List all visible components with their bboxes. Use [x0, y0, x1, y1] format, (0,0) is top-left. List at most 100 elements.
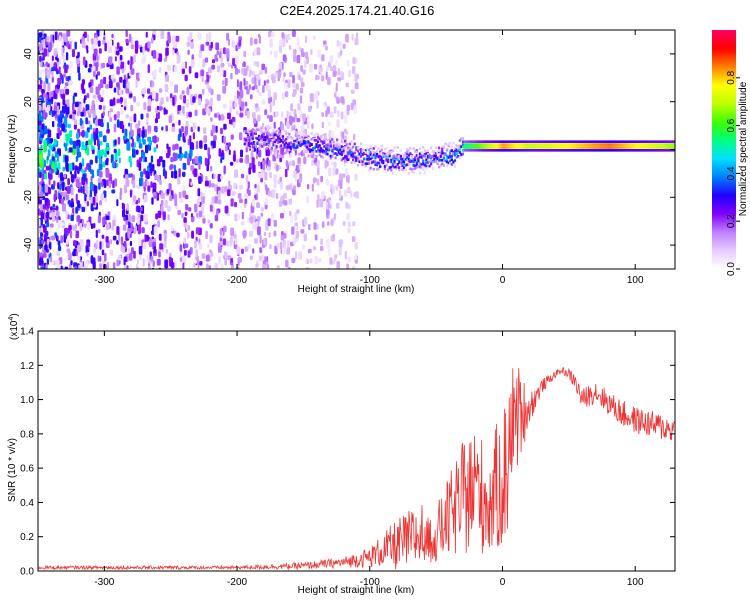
spectrogram-ridge-cell: [504, 143, 508, 146]
spectrogram-cell: [243, 230, 246, 239]
spectrogram-ridge-cell: [307, 135, 310, 138]
spectrogram-ridge-cell: [418, 155, 422, 159]
spectrogram-cell: [86, 201, 89, 207]
spectrogram-cell: [224, 205, 229, 214]
spectrogram-ridge-cell: [355, 148, 358, 151]
spectrogram-ridge-cell: [646, 140, 649, 143]
spectrogram-ridge-cell: [589, 143, 592, 146]
spectrogram-ridge-cell: [452, 141, 455, 145]
spectrogram-ridge-cell: [656, 143, 659, 146]
spectrogram-cell: [93, 185, 98, 194]
spectrogram-ridge-cell: [356, 163, 359, 167]
spectrogram-cell: [167, 35, 171, 44]
spectrogram-ridge-cell: [345, 146, 348, 150]
spectrogram-cell: [223, 165, 226, 174]
spectrogram-ridge-cell: [455, 150, 458, 153]
spectrogram-cell: [342, 221, 346, 226]
x-tick-label: 0: [500, 275, 506, 286]
spectrogram-ridge-cell: [559, 149, 562, 152]
spectrogram-cell: [339, 180, 343, 190]
spectrogram-ridge-cell: [374, 156, 377, 160]
spectrogram-cell: [305, 51, 309, 59]
spectrogram-cell: [56, 84, 60, 89]
spectrogram-cell: [51, 235, 56, 241]
spectrogram-cell: [79, 239, 84, 247]
spectrogram-ridge-cell: [477, 143, 480, 146]
spectrogram-cell: [68, 147, 73, 153]
spectrogram-ridge-cell: [533, 149, 536, 152]
spectrogram-cell: [195, 249, 198, 258]
spectrogram-cell: [182, 171, 186, 177]
spectrogram-ridge-cell: [361, 153, 364, 156]
spectrogram-ridge-cell: [610, 146, 613, 149]
spectrogram-cell: [339, 50, 343, 56]
spectrogram-cell: [218, 246, 222, 253]
spectrogram-cell: [98, 200, 103, 206]
spectrogram-cell: [335, 168, 339, 175]
spectrogram-cell: [158, 53, 163, 62]
spectrogram-ridge-cell: [331, 155, 334, 158]
spectrogram-ridge-cell: [481, 143, 484, 146]
spectrogram-cell: [89, 108, 92, 115]
spectrogram-cell: [267, 89, 271, 98]
spectrogram-cell: [354, 82, 359, 90]
spectrogram-cell: [219, 228, 223, 236]
spectrogram-ridge-cell: [608, 149, 611, 152]
spectrogram-ridge-cell: [342, 140, 345, 144]
spectrogram-cell: [169, 165, 173, 171]
spectrogram-cell: [60, 265, 63, 269]
x-tick-label: -200: [227, 577, 247, 588]
spectrogram-cell: [229, 236, 233, 244]
spectrogram-ridge-cell: [395, 165, 398, 169]
spectrogram-cell: [68, 80, 73, 86]
spectrogram-cell: [39, 55, 42, 62]
spectrogram-ridge-cell: [439, 154, 442, 158]
spectrogram-cell: [251, 77, 255, 84]
spectrogram-ridge-cell: [479, 140, 482, 143]
spectrogram-cell: [145, 42, 148, 51]
spectrogram-ridge-cell: [533, 143, 536, 146]
spectrogram-ridge-cell: [476, 149, 479, 152]
spectrogram-cell: [104, 252, 107, 262]
spectrogram-cell: [296, 118, 301, 123]
spectrogram-ridge-cell: [293, 148, 296, 151]
spectrogram-ridge-cell: [514, 143, 517, 146]
spectrogram-cell: [258, 172, 263, 179]
spectrogram-cell: [126, 141, 131, 151]
spectrogram-ridge-cell: [283, 152, 286, 155]
spectrogram-ridge-cell: [310, 148, 313, 152]
spectrogram-cell: [177, 153, 181, 159]
spectrogram-ridge-cell: [463, 149, 466, 152]
spectrogram-cell: [174, 198, 178, 207]
spectrogram-cell: [121, 68, 125, 74]
spectrogram-ridge-cell: [508, 140, 511, 143]
spectrogram-cell: [227, 189, 231, 197]
spectrogram-ridge-cell: [426, 149, 429, 152]
spectrogram-cell: [271, 31, 275, 37]
spectrogram-cell: [253, 61, 257, 66]
spectrogram-cell: [166, 152, 170, 159]
x-tick-label: -100: [360, 275, 380, 286]
spectrogram-ridge-cell: [617, 140, 621, 143]
spectrogram-ridge-cell: [312, 148, 315, 152]
spectrogram-cell: [354, 191, 358, 197]
spectrogram-ridge-cell: [307, 141, 310, 144]
spectrogram-cell: [51, 212, 56, 218]
spectrogram-cell: [346, 104, 350, 112]
spectrogram-cell: [57, 127, 61, 133]
spectrogram-cell: [190, 165, 195, 171]
spectrogram-cell: [183, 237, 186, 245]
spectrogram-ridge-cell: [584, 143, 587, 146]
spectrogram-ridge-cell: [382, 159, 385, 163]
spectrogram-cell: [231, 40, 235, 48]
spectrogram-cell: [254, 223, 258, 230]
spectrogram-cell: [217, 199, 222, 205]
spectrogram-cell: [136, 135, 140, 142]
spectrogram-cell: [93, 131, 96, 140]
spectrogram-cell: [97, 150, 101, 159]
spectrogram-ridge-cell: [409, 167, 412, 171]
spectrogram-ridge-cell: [296, 140, 299, 144]
spectrogram-ridge-cell: [426, 155, 429, 158]
spectrogram-cell: [222, 80, 225, 85]
spectrogram-cell: [276, 164, 279, 172]
